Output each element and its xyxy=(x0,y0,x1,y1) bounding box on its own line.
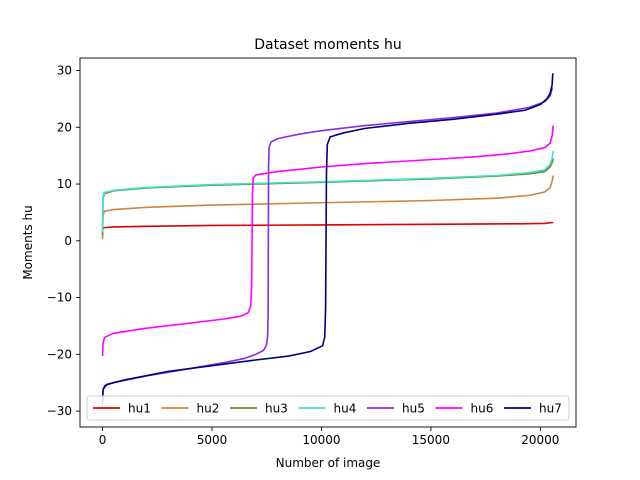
y-tick-label: 30 xyxy=(57,63,72,77)
y-tick-label: 20 xyxy=(57,120,72,134)
x-tick-label: 15000 xyxy=(412,433,450,447)
x-tick-label: 0 xyxy=(99,433,107,447)
y-tick-label: −20 xyxy=(47,347,72,361)
series-line-hu7 xyxy=(101,73,554,403)
legend-label-hu6: hu6 xyxy=(471,402,494,416)
y-tick-label: 10 xyxy=(57,177,72,191)
y-axis-label: Moments hu xyxy=(21,205,35,279)
y-tick-label: −10 xyxy=(47,291,72,305)
series-line-hu1 xyxy=(101,221,554,230)
legend-box xyxy=(86,395,570,421)
legend-label-hu3: hu3 xyxy=(265,402,288,416)
series-line-hu2 xyxy=(101,175,555,240)
y-tick-label: 0 xyxy=(64,234,72,248)
x-tick-label: 10000 xyxy=(302,433,340,447)
series-layer xyxy=(101,73,555,409)
series-line-hu4 xyxy=(101,150,555,233)
legend: hu1 hu2 hu3 hu4 hu5 hu6 hu7 xyxy=(86,395,570,421)
x-axis: 0 5000 10000 15000 20000 xyxy=(99,427,559,447)
y-tick-label: −30 xyxy=(47,404,72,418)
series-line-hu6 xyxy=(101,125,555,357)
x-tick-label: 5000 xyxy=(197,433,228,447)
x-axis-label: Number of image xyxy=(276,456,381,470)
legend-label-hu5: hu5 xyxy=(402,402,425,416)
legend-label-hu7: hu7 xyxy=(539,402,562,416)
y-axis: −30 −20 −10 0 10 20 30 xyxy=(47,63,80,418)
series-line-hu5 xyxy=(101,87,554,409)
legend-label-hu1: hu1 xyxy=(128,402,151,416)
plot-frame xyxy=(79,57,577,428)
x-tick-label: 20000 xyxy=(521,433,559,447)
legend-label-hu2: hu2 xyxy=(197,402,220,416)
legend-label-hu4: hu4 xyxy=(334,402,357,416)
chart-title: Dataset moments hu xyxy=(254,37,402,53)
